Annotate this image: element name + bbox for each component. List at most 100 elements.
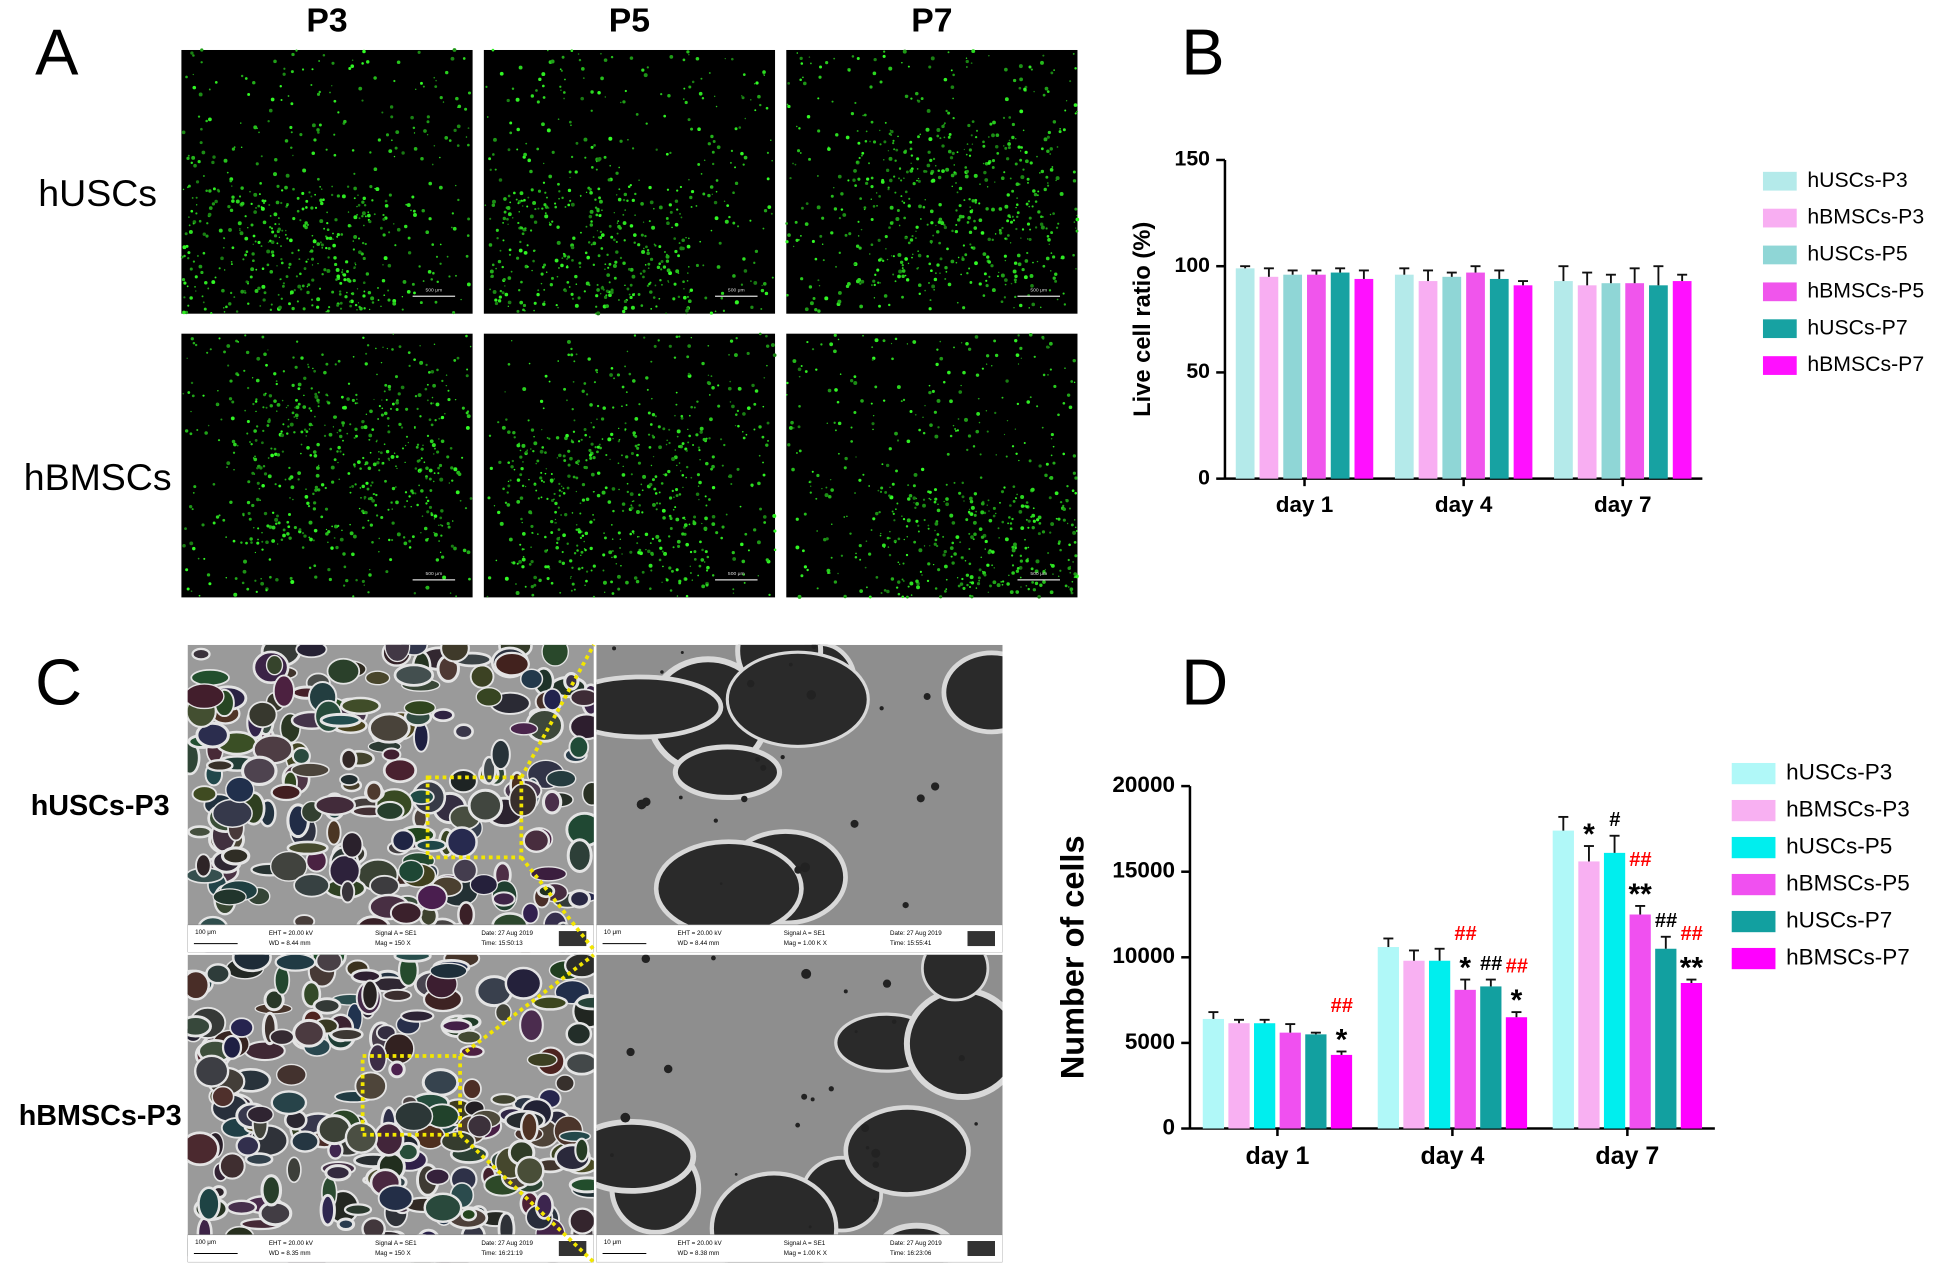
cell-dot — [571, 49, 574, 52]
bar — [1331, 273, 1350, 479]
cell-dot — [696, 57, 700, 61]
cell-dot — [368, 573, 371, 576]
cell-dot — [1044, 137, 1048, 141]
cell-dot — [261, 155, 263, 157]
debris — [781, 755, 785, 759]
cell-dot — [467, 414, 471, 418]
cell-dot — [193, 342, 196, 345]
cell-dot — [699, 430, 702, 433]
bar — [1442, 277, 1461, 479]
cell-dot — [650, 552, 654, 556]
cell-dot — [928, 151, 931, 154]
cell-dot — [664, 251, 666, 253]
panel-label: B — [1181, 16, 1224, 89]
cell-dot — [732, 557, 736, 561]
significance-mark: ## — [1655, 910, 1678, 932]
cell-dot — [280, 433, 284, 437]
cell-dot — [981, 231, 985, 235]
cell-dot — [1047, 136, 1050, 139]
cell-dot — [1017, 567, 1020, 570]
cell-dot — [731, 150, 733, 152]
cell-dot — [205, 120, 208, 123]
cell-dot — [846, 136, 850, 140]
cell-dot — [573, 431, 575, 433]
cell-dot — [557, 360, 559, 362]
cell-dot — [882, 543, 886, 547]
cell-dot — [899, 564, 900, 565]
cell-dot — [1042, 427, 1044, 429]
cell-dot — [273, 372, 276, 375]
cell-dot — [686, 466, 688, 468]
cell-dot — [297, 387, 300, 390]
cell-dot — [708, 382, 711, 385]
cell-dot — [374, 213, 376, 215]
cell-dot — [889, 157, 893, 161]
cell-dot — [642, 489, 644, 491]
pore — [213, 799, 252, 827]
cell-dot — [341, 396, 344, 399]
cell-dot — [238, 221, 242, 225]
cell-dot — [1039, 522, 1042, 525]
cell-dot — [903, 399, 905, 401]
cell-dot — [710, 135, 713, 138]
cell-dot — [255, 411, 256, 412]
cell-dot — [246, 250, 249, 253]
cell-dot — [910, 238, 913, 241]
cell-dot — [951, 556, 953, 558]
cell-dot — [557, 307, 559, 309]
cell-dot — [652, 435, 654, 437]
cell-dot — [326, 222, 328, 224]
cell-dot — [249, 537, 252, 540]
bar — [1602, 283, 1621, 478]
legend-swatch — [1731, 762, 1776, 784]
cell-dot — [339, 293, 342, 296]
legend-swatch — [1762, 319, 1797, 339]
error-bar — [1435, 949, 1445, 961]
cell-dot — [767, 152, 769, 154]
cell-dot — [461, 457, 463, 459]
cell-dot — [976, 130, 978, 132]
cell-dot — [878, 511, 880, 513]
cell-dot — [917, 525, 919, 527]
error-bar — [1582, 273, 1592, 286]
cell-dot — [666, 444, 668, 446]
cell-dot — [395, 375, 398, 378]
cell-dot — [627, 351, 629, 353]
error-bar — [1558, 817, 1568, 831]
cell-dot — [889, 179, 893, 183]
cell-dot — [871, 177, 874, 180]
cell-dot — [897, 136, 899, 138]
cell-dot — [969, 509, 970, 510]
cell-dot — [558, 190, 560, 192]
cell-dot — [712, 194, 713, 195]
error-bar — [1471, 266, 1481, 272]
cell-dot — [910, 410, 913, 413]
cell-dot — [499, 295, 502, 298]
x-tick-label: day 4 — [1420, 1142, 1484, 1170]
cell-dot — [384, 443, 386, 445]
scale-bar-label: 500 μm — [1030, 571, 1047, 577]
cell-dot — [859, 197, 862, 200]
cell-dot — [445, 71, 448, 74]
cell-dot — [936, 545, 938, 547]
cell-dot — [869, 253, 871, 255]
cell-dot — [506, 206, 510, 210]
cell-dot — [597, 158, 601, 162]
cell-dot — [247, 387, 249, 389]
cell-dot — [196, 180, 199, 183]
cell-dot — [662, 550, 664, 552]
pore — [193, 786, 217, 801]
cell-dot — [1015, 429, 1016, 430]
cell-dot — [566, 543, 568, 545]
cell-dot — [1057, 223, 1059, 225]
error-bar — [1285, 1024, 1295, 1033]
cell-dot — [343, 278, 346, 281]
pore — [383, 748, 401, 760]
cell-dot — [308, 537, 310, 539]
cell-dot — [1026, 203, 1029, 206]
cell-dot — [331, 186, 333, 188]
pore — [546, 770, 575, 787]
cell-dot — [1008, 516, 1011, 519]
cell-dot — [750, 99, 751, 100]
cell-dot — [889, 447, 892, 450]
